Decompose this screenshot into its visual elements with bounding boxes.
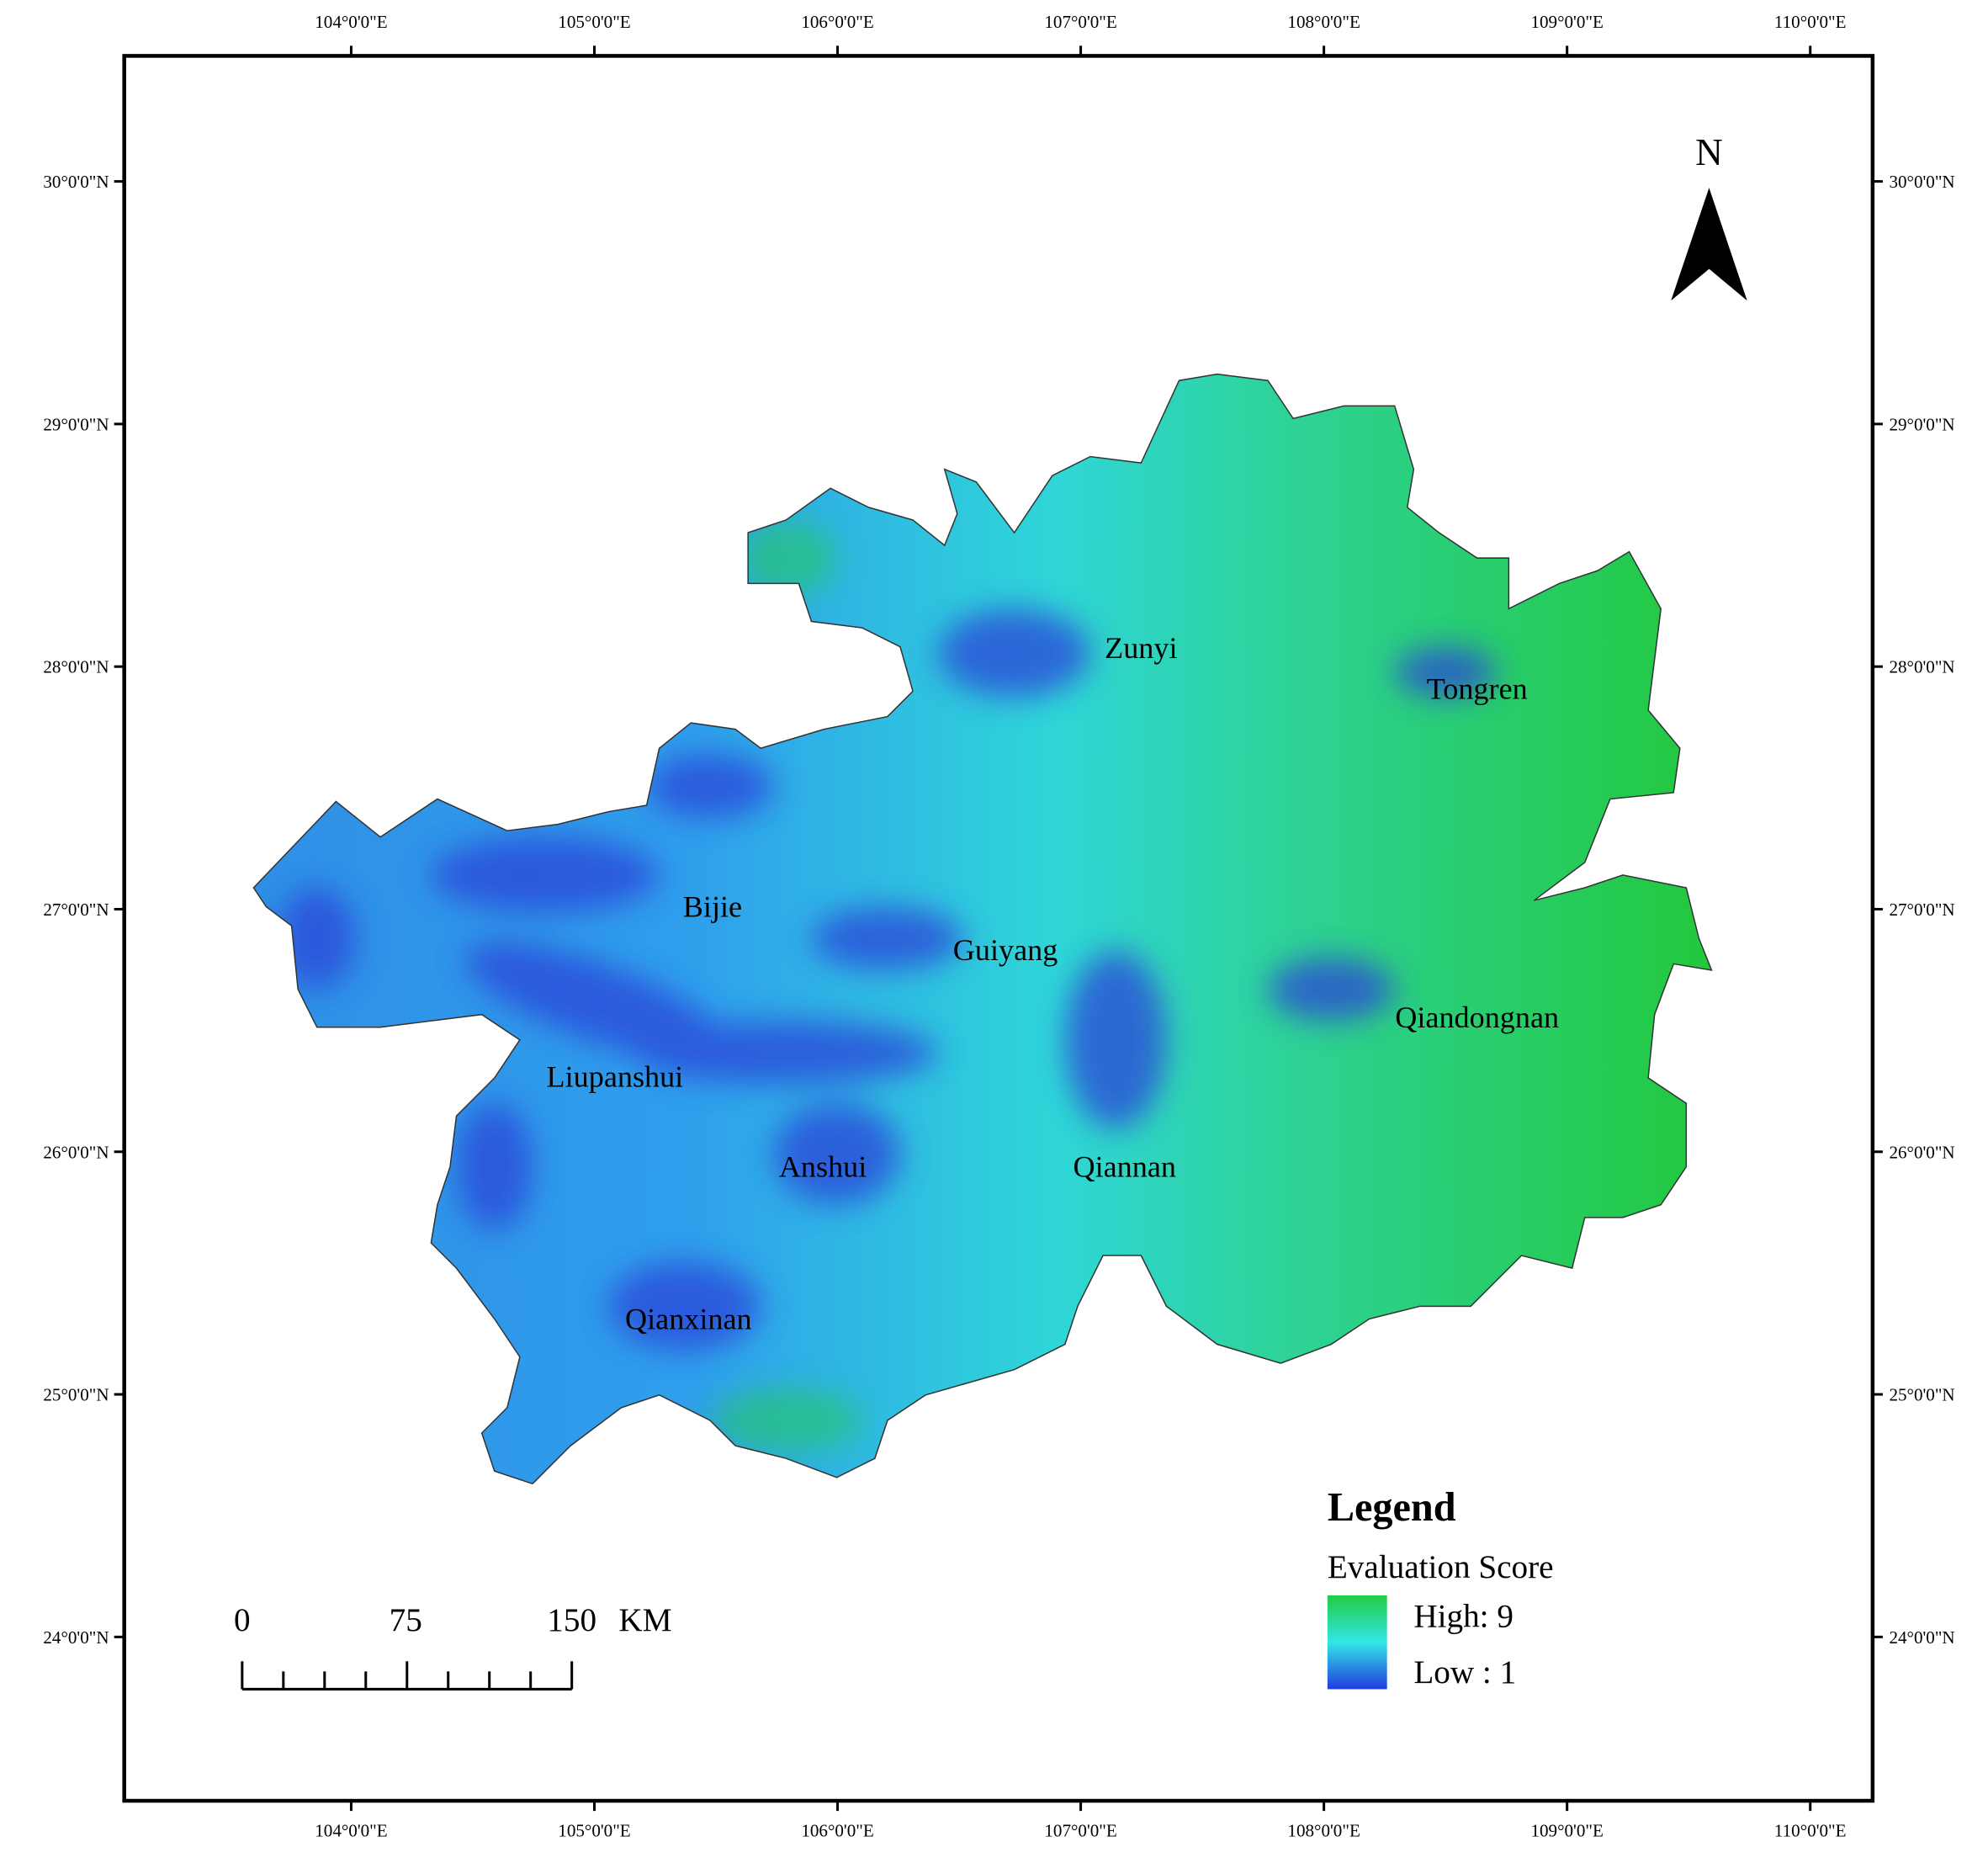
lon-tick-label: 108°0'0"E (1287, 1820, 1360, 1840)
lon-tick-label: 104°0'0"E (315, 12, 387, 32)
region-label: Tongren (1427, 671, 1528, 705)
scale-unit: KM (618, 1602, 671, 1638)
lat-tick-label: 27°0'0"N (43, 900, 109, 920)
lat-tick-label: 30°0'0"N (1889, 172, 1954, 192)
region-label: Zunyi (1105, 631, 1177, 665)
lat-tick-label: 24°0'0"N (1889, 1627, 1954, 1648)
legend-high: High: 9 (1413, 1599, 1514, 1635)
lon-tick-label: 109°0'0"E (1530, 1820, 1603, 1840)
lon-tick-label: 109°0'0"E (1530, 12, 1603, 32)
lon-tick-label: 105°0'0"E (558, 12, 630, 32)
lat-tick-label: 30°0'0"N (43, 172, 109, 192)
lat-tick-label: 29°0'0"N (1889, 414, 1954, 434)
scale-label: 0 (234, 1602, 251, 1638)
lon-tick-label: 108°0'0"E (1287, 12, 1360, 32)
scale-bar (241, 1661, 574, 1690)
lon-tick-label: 104°0'0"E (315, 1820, 387, 1840)
lat-tick-label: 26°0'0"N (43, 1142, 109, 1162)
lat-tick-label: 28°0'0"N (43, 657, 109, 677)
lat-tick-label: 24°0'0"N (43, 1627, 109, 1648)
lat-tick-label: 27°0'0"N (1889, 900, 1954, 920)
region-label: Liupanshui (547, 1060, 684, 1094)
lon-tick-label: 110°0'0"E (1774, 12, 1847, 32)
lat-tick-label: 25°0'0"N (1889, 1385, 1954, 1405)
scale-label: 75 (390, 1602, 422, 1638)
lat-tick-label: 28°0'0"N (1889, 657, 1954, 677)
lat-tick-label: 29°0'0"N (43, 414, 109, 434)
region-label: Anshui (779, 1150, 867, 1184)
legend-title: Legend (1328, 1485, 1456, 1530)
lon-tick-label: 107°0'0"E (1044, 1820, 1116, 1840)
lat-tick-label: 26°0'0"N (1889, 1142, 1954, 1162)
north-label: N (1695, 131, 1723, 173)
region-label: Qianxinan (625, 1302, 752, 1335)
region-label: Qiandongnan (1395, 1000, 1559, 1034)
legend-subtitle: Evaluation Score (1328, 1549, 1554, 1585)
legend-low: Low : 1 (1413, 1654, 1516, 1690)
north-arrow (1671, 188, 1747, 301)
lat-tick-label: 25°0'0"N (43, 1385, 109, 1405)
lon-tick-label: 110°0'0"E (1774, 1820, 1847, 1840)
region-label: Bijie (683, 890, 742, 924)
lon-tick-label: 106°0'0"E (801, 1820, 873, 1840)
lon-tick-label: 105°0'0"E (558, 1820, 630, 1840)
region-label: Qiannan (1073, 1150, 1176, 1184)
lon-tick-label: 106°0'0"E (801, 12, 873, 32)
region-label: Guiyang (953, 933, 1058, 967)
legend-color-ramp (1327, 1595, 1387, 1690)
lon-tick-label: 107°0'0"E (1044, 12, 1116, 32)
scale-label: 150 (547, 1602, 596, 1638)
